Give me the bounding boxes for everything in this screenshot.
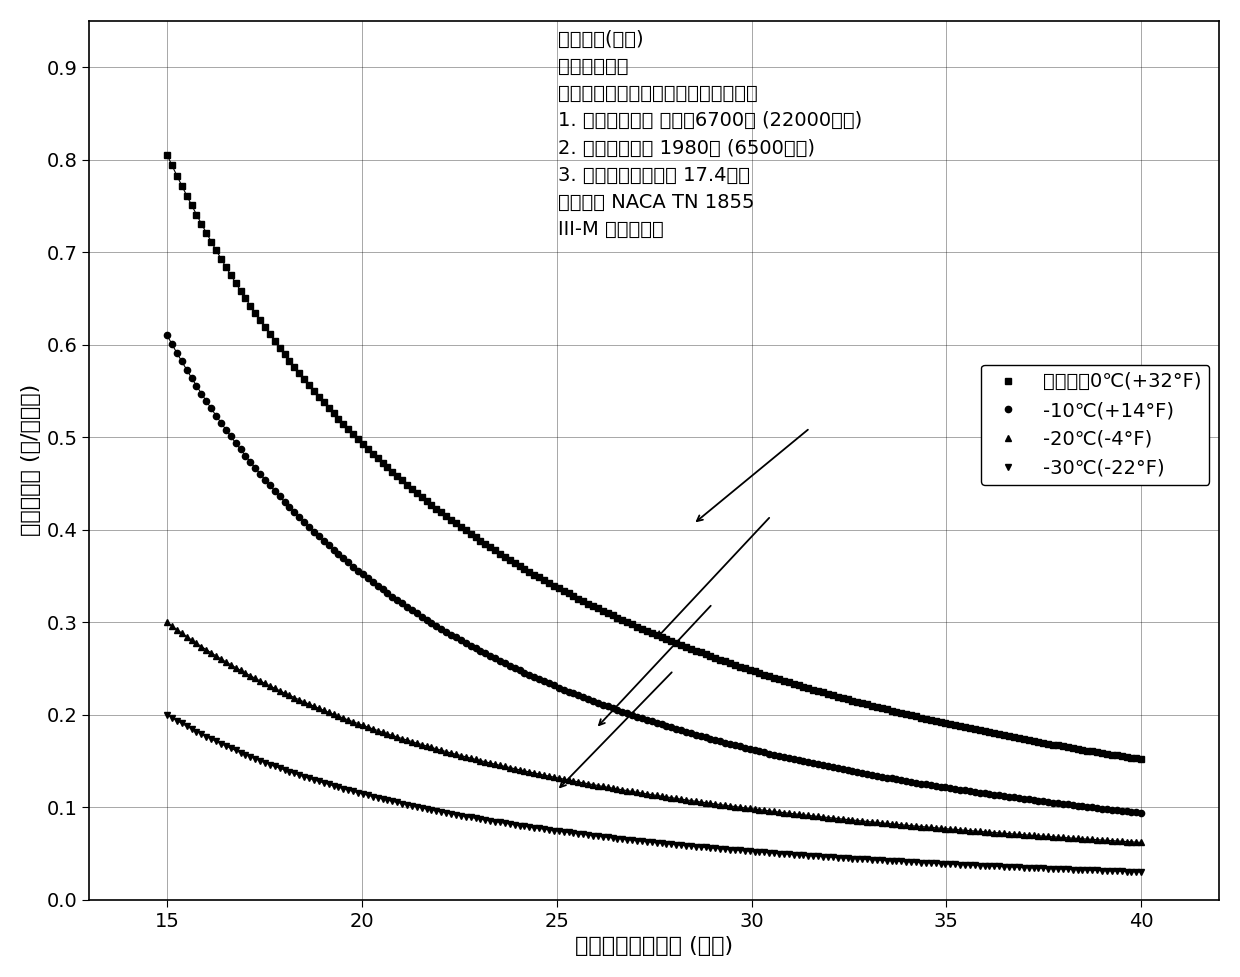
空气温度0℃(+32°F): [1050, 740, 1065, 751]
-20℃(-4°F): [1050, 831, 1065, 843]
空气温度0℃(+32°F): [198, 227, 213, 238]
-10℃(+14°F): [1085, 801, 1100, 813]
空气温度0℃(+32°F): [1085, 745, 1100, 757]
-30℃(-22°F): [1085, 865, 1100, 876]
-20℃(-4°F): [198, 644, 213, 656]
-30℃(-22°F): [341, 785, 356, 796]
-10℃(+14°F): [218, 424, 233, 436]
空气温度0℃(+32°F): [1133, 753, 1148, 765]
-20℃(-4°F): [1085, 833, 1100, 845]
-30℃(-22°F): [419, 803, 434, 815]
空气温度0℃(+32°F): [419, 495, 434, 507]
Y-axis label: 液态水含量 (克/立方米): 液态水含量 (克/立方米): [21, 384, 41, 536]
X-axis label: 平均有效水滴直径 (微米): 平均有效水滴直径 (微米): [575, 936, 733, 956]
-30℃(-22°F): [1133, 867, 1148, 878]
-10℃(+14°F): [160, 329, 175, 341]
-30℃(-22°F): [198, 731, 213, 743]
-20℃(-4°F): [419, 741, 434, 752]
-20℃(-4°F): [218, 656, 233, 667]
-20℃(-4°F): [160, 616, 175, 628]
-10℃(+14°F): [198, 396, 213, 407]
空气温度0℃(+32°F): [341, 423, 356, 435]
Text: 连续最大(层云)
大气结冰状态
液态水含量与平均有效水滴直径的关系
1. 气压高度范围 海平面6700米 (22000英尺)
2. 最大垂直范围 1980米 (: 连续最大(层云) 大气结冰状态 液态水含量与平均有效水滴直径的关系 1. 气压高…: [558, 29, 862, 239]
-20℃(-4°F): [341, 714, 356, 726]
-10℃(+14°F): [341, 557, 356, 569]
Line: -30℃(-22°F): -30℃(-22°F): [164, 711, 1145, 875]
Line: -10℃(+14°F): -10℃(+14°F): [164, 332, 1145, 816]
-20℃(-4°F): [1133, 836, 1148, 848]
-30℃(-22°F): [160, 709, 175, 721]
-10℃(+14°F): [1133, 807, 1148, 819]
Line: 空气温度0℃(+32°F): 空气温度0℃(+32°F): [164, 151, 1145, 762]
Legend: 空气温度0℃(+32°F), -10℃(+14°F), -20℃(-4°F), -30℃(-22°F): 空气温度0℃(+32°F), -10℃(+14°F), -20℃(-4°F), …: [981, 364, 1209, 486]
空气温度0℃(+32°F): [160, 149, 175, 161]
-30℃(-22°F): [218, 741, 233, 752]
-30℃(-22°F): [1050, 863, 1065, 874]
Line: -20℃(-4°F): -20℃(-4°F): [164, 619, 1145, 845]
空气温度0℃(+32°F): [218, 261, 233, 273]
-10℃(+14°F): [419, 614, 434, 625]
-10℃(+14°F): [1050, 797, 1065, 809]
